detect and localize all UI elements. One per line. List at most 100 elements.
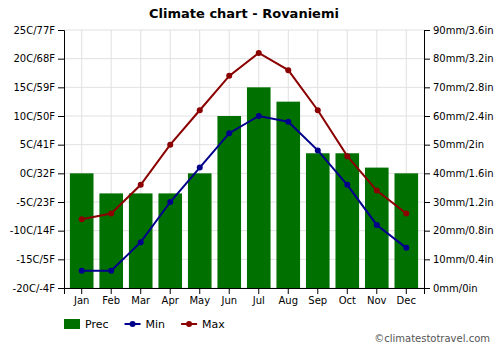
tick-label: 40mm/1.6in [433, 168, 494, 179]
grid-line [64, 87, 424, 88]
tick-mark [424, 288, 430, 289]
axis-line [65, 289, 425, 295]
legend-item: Min [125, 318, 166, 331]
point [403, 210, 409, 216]
bar [335, 153, 359, 288]
tick-mark [111, 288, 112, 294]
point [285, 119, 291, 125]
legend-label: Prec [85, 318, 109, 331]
tick: Aug [278, 288, 298, 306]
tick-label: 10C/50F [13, 111, 55, 122]
tick-label: 20mm/0.8in [433, 225, 494, 236]
tick: 0C/32F [20, 168, 64, 179]
tick: Jul [252, 288, 265, 306]
tick-mark [258, 288, 259, 294]
tick-label: Sep [308, 295, 327, 306]
tick: May [189, 288, 210, 306]
point [197, 107, 203, 113]
tick-label: Dec [397, 295, 416, 306]
point [315, 107, 321, 113]
tick-label: 5C/41F [20, 139, 55, 150]
line [82, 116, 407, 271]
tick-mark [140, 288, 141, 294]
tick-label: -15C/5F [16, 254, 55, 265]
tick-label: -5C/23F [16, 197, 55, 208]
tick-mark [229, 288, 230, 294]
tick-label: 30mm/1.2in [433, 197, 494, 208]
tick: -10C/14F [10, 225, 64, 236]
tick: Sep [308, 288, 327, 306]
tick: 90mm/3.6in [424, 25, 494, 36]
point [403, 245, 409, 251]
bar [306, 153, 330, 288]
tick-mark [406, 288, 407, 294]
point [138, 239, 144, 245]
legend-item: Max [181, 318, 225, 331]
bar [158, 193, 182, 288]
tick-mark [424, 145, 430, 146]
tick-label: 25C/77F [13, 25, 55, 36]
tick: 40mm/1.6in [424, 168, 494, 179]
tick-label: Jul [252, 295, 265, 306]
tick: Jan [73, 288, 89, 306]
legend: Prec Min Max [64, 318, 225, 331]
tick-mark [81, 288, 82, 294]
grid-line [64, 30, 424, 31]
axis-line [425, 31, 431, 289]
bar [99, 193, 123, 288]
tick-mark [58, 288, 64, 289]
tick-mark [317, 288, 318, 294]
tick: 80mm/3.2in [424, 53, 494, 64]
point [344, 153, 350, 159]
point [167, 142, 173, 148]
bar [188, 173, 212, 288]
point [108, 210, 114, 216]
tick-mark [376, 288, 377, 294]
tick: 30mm/1.2in [424, 197, 494, 208]
tick: 10C/50F [13, 111, 64, 122]
point [167, 199, 173, 205]
annotation: ©climatestotravel.com [374, 333, 490, 344]
bar-series [70, 87, 418, 288]
point [226, 73, 232, 79]
legend-label: Max [202, 318, 225, 331]
tick: 10mm/0.4in [424, 254, 494, 265]
tick: 60mm/2.4in [424, 111, 494, 122]
legend-marker [186, 321, 192, 327]
tick-mark [424, 59, 430, 60]
tick: 25C/77F [13, 25, 64, 36]
tick-label: 60mm/2.4in [433, 111, 494, 122]
tick: 15C/59F [13, 82, 64, 93]
point [256, 113, 262, 119]
bar [394, 173, 418, 288]
tick-label: 80mm/3.2in [433, 53, 494, 64]
grid-line [64, 58, 424, 59]
tick: 20mm/0.8in [424, 225, 494, 236]
x-axis: JanFebMarAprMayJunJulAugSepOctNovDec [65, 288, 425, 306]
tick: Apr [162, 288, 180, 306]
grid-line [64, 116, 424, 117]
legend-marker [130, 321, 136, 327]
tick-mark [58, 202, 64, 203]
tick: 50mm/2in [424, 139, 484, 150]
tick-mark [424, 231, 430, 232]
line-series [79, 113, 410, 274]
tick-label: 10mm/0.4in [433, 254, 494, 265]
tick: 0mm/0in [424, 283, 478, 294]
axis-line [58, 31, 65, 289]
tick: -20C/-4F [13, 283, 64, 294]
tick-mark [58, 231, 64, 232]
tick-mark [58, 116, 64, 117]
point [226, 130, 232, 136]
tick-label: Feb [102, 295, 120, 306]
tick-label: May [189, 295, 210, 306]
tick-mark [424, 30, 430, 31]
point [344, 182, 350, 188]
title: Climate chart - Rovaniemi [149, 6, 339, 21]
tick-label: Jan [73, 295, 89, 306]
tick: Oct [339, 288, 356, 306]
tick-mark [424, 259, 430, 260]
tick-mark [199, 288, 200, 294]
tick: 20C/68F [13, 53, 64, 64]
tick-label: 0C/32F [20, 168, 55, 179]
